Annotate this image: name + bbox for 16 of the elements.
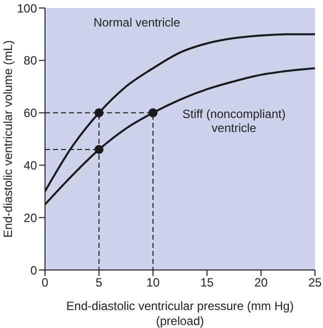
y-tick-label: 100 xyxy=(16,1,38,16)
x-tick-label: 0 xyxy=(42,276,49,290)
x-tick-label: 25 xyxy=(308,276,322,290)
x-tick-label: 5 xyxy=(96,276,103,290)
y-axis-title: End-diastolic ventricular volume (mL) xyxy=(1,40,15,238)
y-tick-label: 20 xyxy=(24,210,38,225)
x-tick-label: 10 xyxy=(146,276,160,290)
y-tick-label: 80 xyxy=(24,54,38,68)
series-label: Normal ventricle xyxy=(93,15,180,30)
x-tick-label: 20 xyxy=(254,276,268,290)
series-label: Stiff (noncompliant) ventricle xyxy=(182,107,286,136)
y-tick-label: 40 xyxy=(24,158,38,172)
x-tick-label: 15 xyxy=(200,276,214,290)
y-tick-label: 0 xyxy=(30,263,38,278)
y-tick-label: 60 xyxy=(24,106,38,120)
x-axis-title: End-diastolic ventricular pressure (mm Hg) (preload) xyxy=(66,299,294,328)
